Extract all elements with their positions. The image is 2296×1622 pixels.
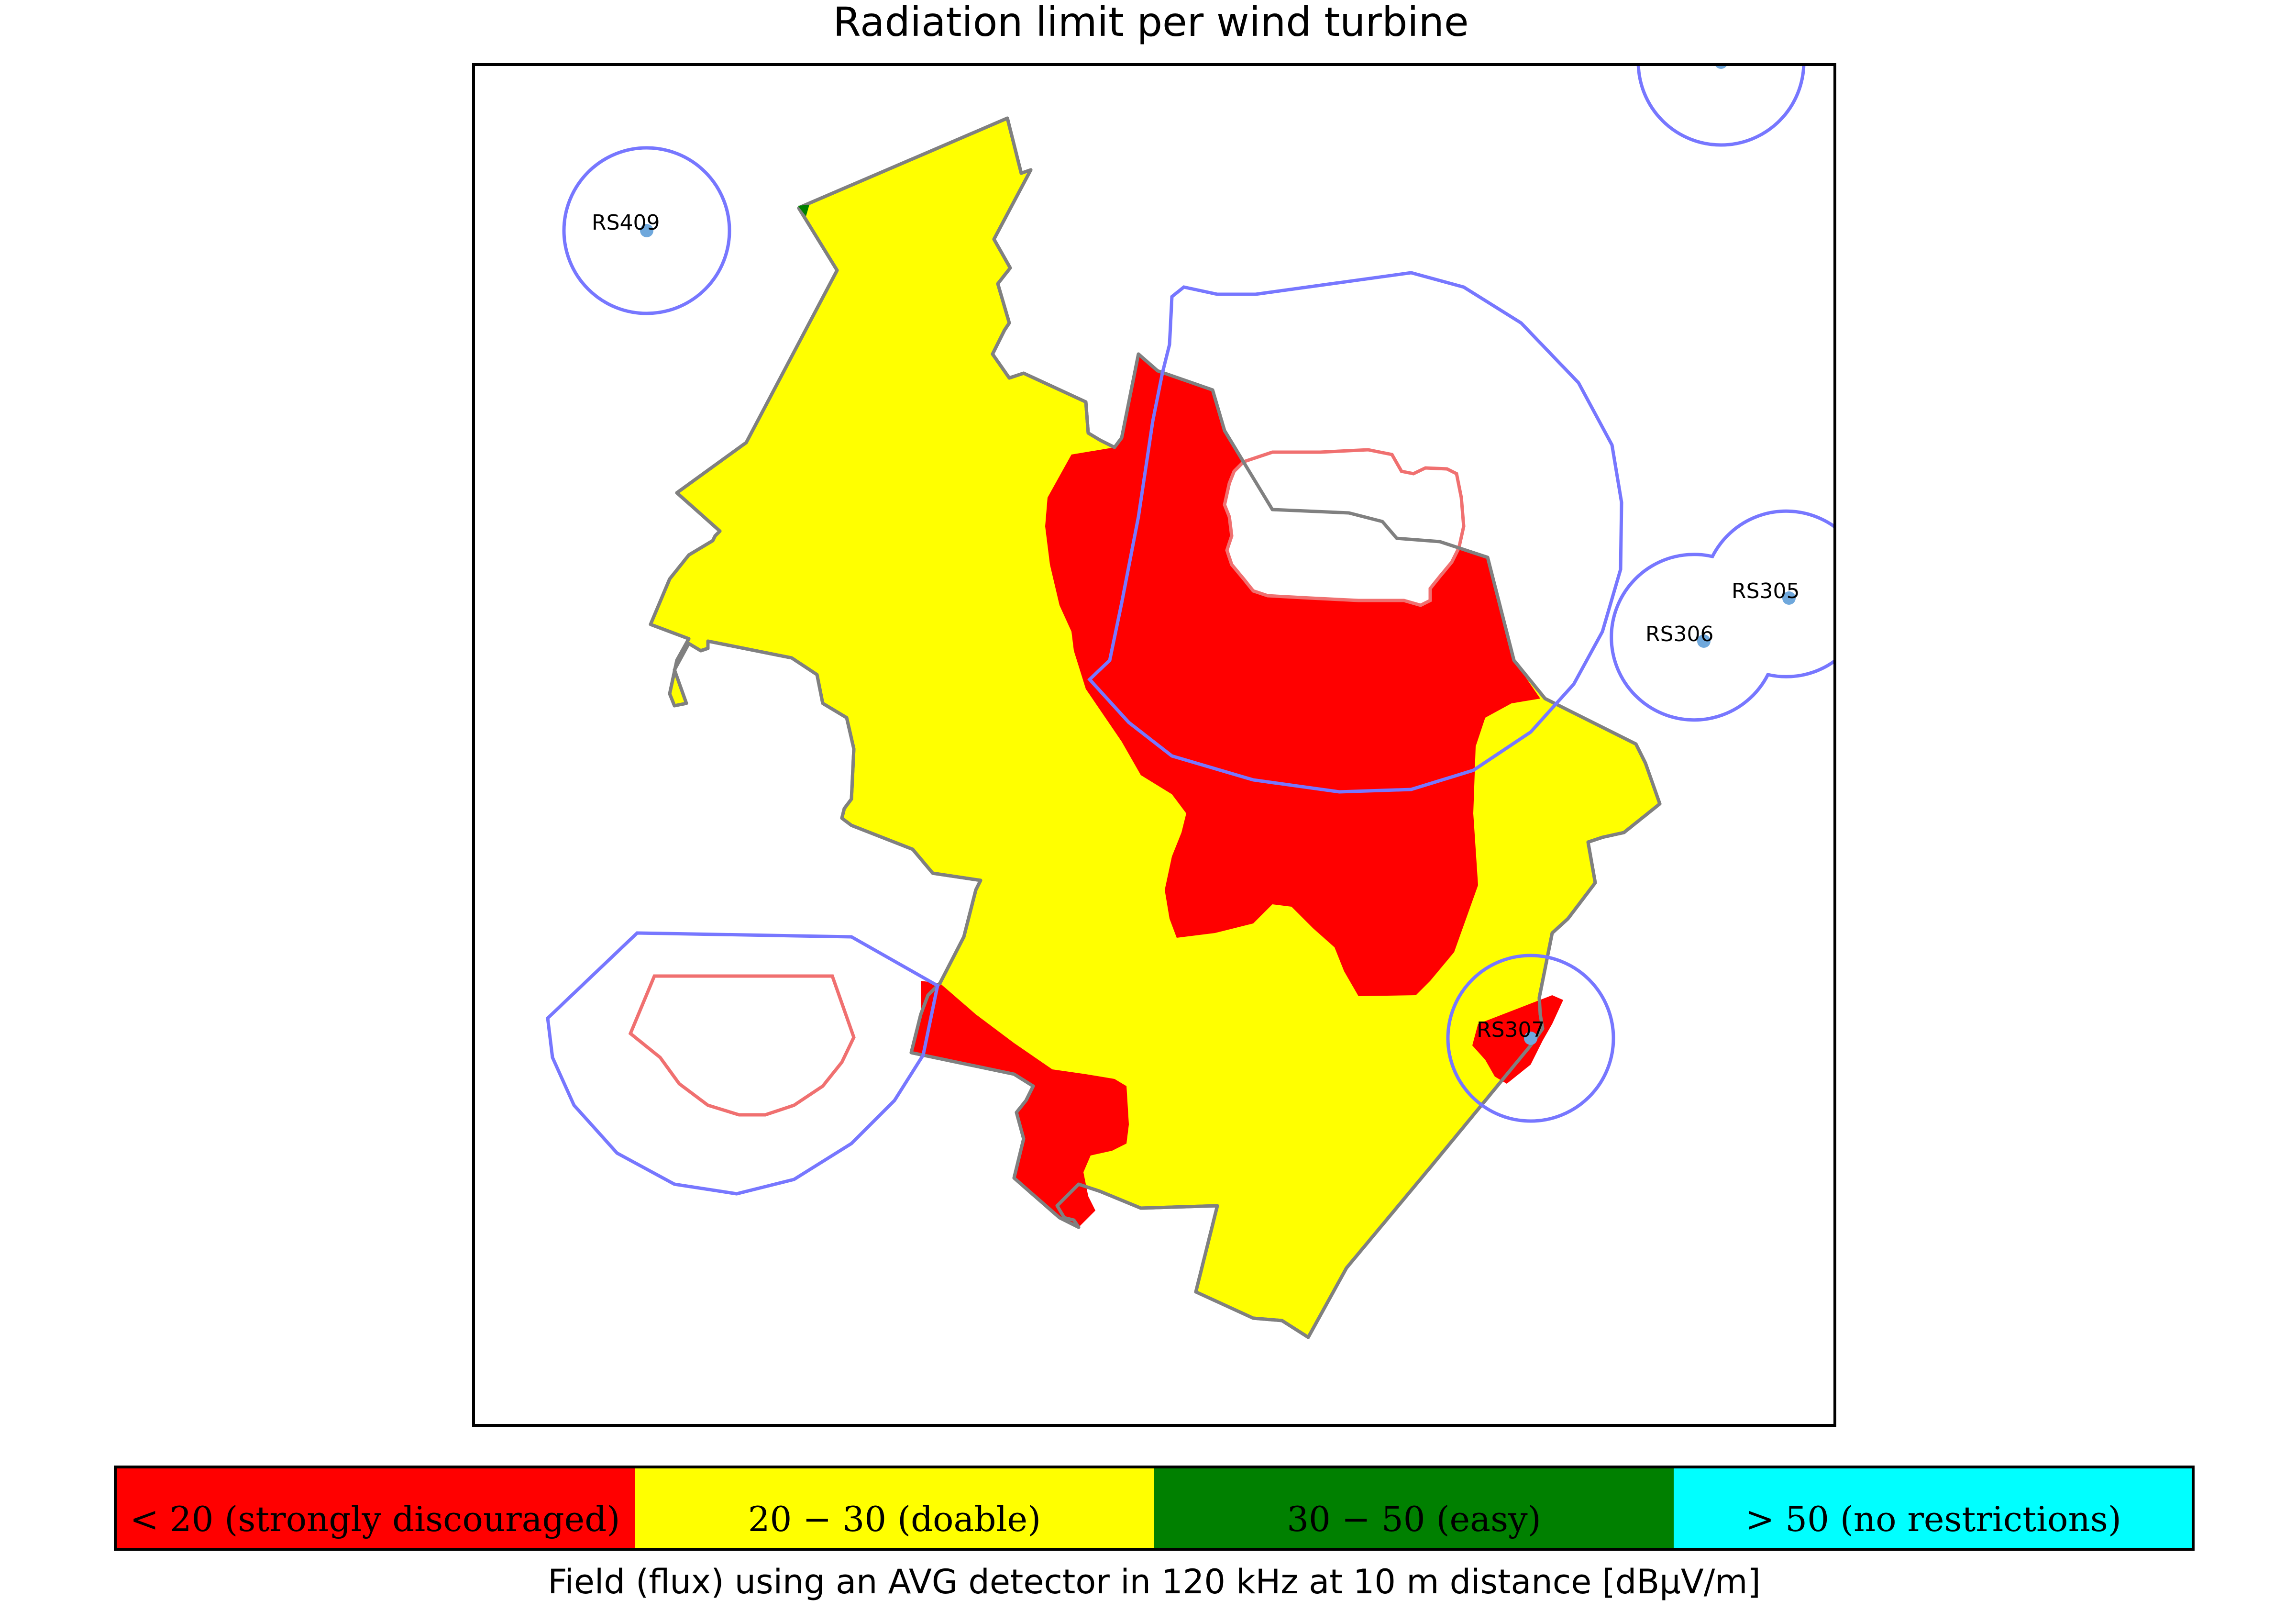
colorbar: < 20 (strongly discouraged) 20 − 30 (doa…	[114, 1466, 2195, 1601]
area-cutout-hole	[1223, 448, 1466, 607]
municipality-boundary	[649, 116, 1662, 1339]
label-rs305: RS305	[1732, 579, 1799, 603]
marker-top-right	[1714, 65, 1728, 69]
colorbar-label-discouraged: < 20 (strongly discouraged)	[130, 1499, 620, 1539]
marker-rs307	[1524, 1032, 1537, 1045]
radius-top-right	[1636, 65, 1806, 147]
marker-rs305	[1782, 591, 1796, 605]
area-discouraged-southwest	[911, 981, 1129, 1227]
label-rs306: RS306	[1645, 622, 1713, 646]
marker-rs409	[640, 224, 653, 237]
label-rs307: RS307	[1477, 1018, 1545, 1042]
map-frame	[472, 63, 1836, 1427]
area-discouraged-central	[1045, 354, 1540, 996]
area-easy-sliver	[798, 205, 809, 216]
colorbar-label-unrestricted: > 50 (no restrictions)	[1745, 1499, 2121, 1539]
label-rs409: RS409	[592, 211, 660, 235]
map-title: Radiation limit per wind turbine	[833, 0, 1468, 45]
colorbar-label-easy: 30 − 50 (easy)	[1287, 1499, 1541, 1539]
radius-rs409	[562, 146, 731, 315]
colorbar-frame	[114, 1466, 2195, 1551]
colorbar-segment-unrestricted	[1674, 1467, 2193, 1549]
radius-rs307	[1446, 954, 1615, 1123]
marker-rs306	[1697, 634, 1711, 648]
colorbar-label-doable: 20 − 30 (doable)	[748, 1499, 1041, 1539]
exclusion-southwest	[628, 974, 856, 1117]
colorbar-segment-easy	[1154, 1467, 1674, 1549]
radius-central-contour	[1087, 271, 1623, 794]
colorbar-segment-doable	[635, 1467, 1154, 1549]
radius-rs306-rs305	[1610, 509, 1835, 722]
radius-southwest-contour	[546, 931, 939, 1196]
colorbar-segment-discouraged	[115, 1467, 635, 1549]
colorbar-caption: Field (flux) using an AVG detector in 12…	[548, 1562, 1761, 1601]
map-area: RS409 RS305 RS306 RS307	[546, 65, 1835, 1339]
